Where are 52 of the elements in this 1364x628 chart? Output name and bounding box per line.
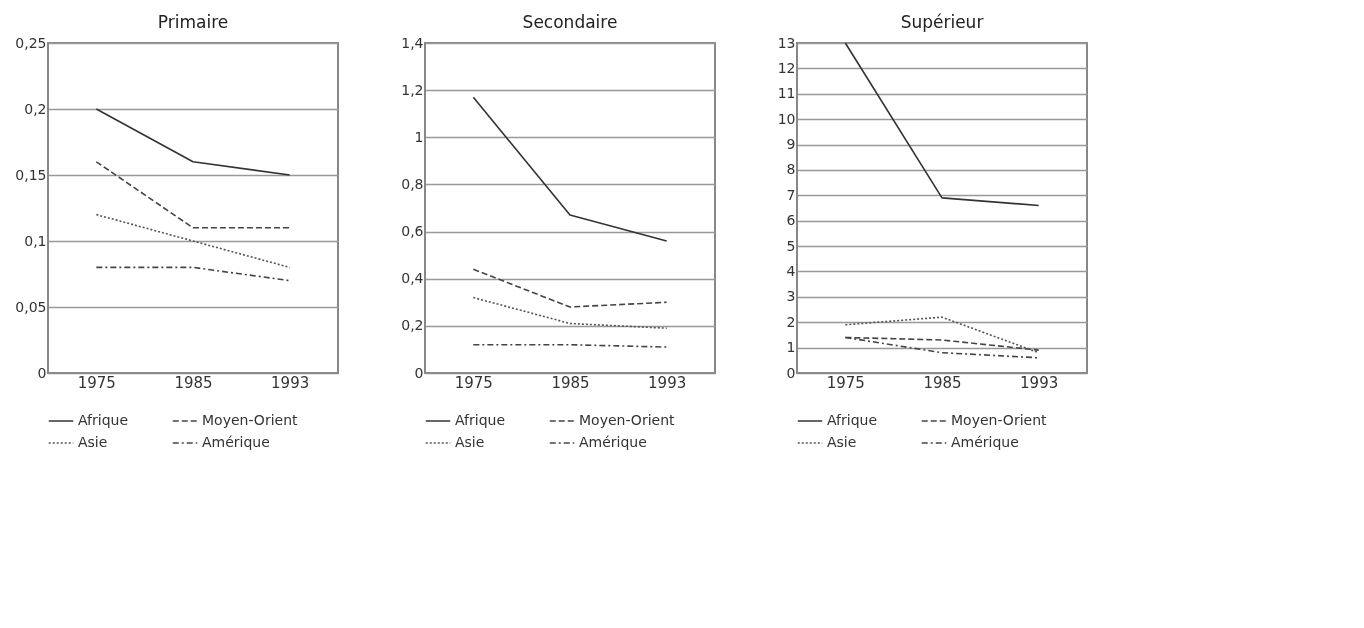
chart-title: Supérieur: [900, 12, 984, 32]
y-tick-label: 0,4: [401, 270, 424, 287]
y-tick-label: 0: [37, 364, 47, 381]
y-tick-label: 13: [777, 34, 796, 51]
y-tick-label: 0,05: [15, 298, 47, 315]
y-tick-label: 0: [786, 364, 796, 381]
y-tick-label: 0,2: [401, 317, 424, 334]
y-tick-label: 0,8: [401, 175, 424, 192]
legend-label: Amérique: [202, 434, 270, 450]
y-tick-label: 12: [777, 59, 796, 76]
x-tick-label: 1993: [1020, 373, 1059, 392]
legend-label: Moyen-Orient: [579, 412, 676, 428]
legend-label: Moyen-Orient: [202, 412, 299, 428]
y-tick-label: 9: [786, 136, 796, 153]
y-tick-label: 0,15: [15, 166, 47, 183]
legend-label: Amérique: [579, 434, 647, 450]
x-tick-label: 1993: [271, 373, 310, 392]
y-tick-label: 0,2: [24, 100, 47, 117]
y-tick-label: 1: [786, 339, 796, 356]
legend-label: Amérique: [951, 434, 1019, 450]
y-tick-label: 0,6: [401, 223, 424, 240]
legend-label: Moyen-Orient: [951, 412, 1048, 428]
y-tick-label: 5: [786, 237, 796, 254]
y-tick-label: 2: [786, 313, 796, 330]
y-tick-label: 10: [777, 110, 796, 127]
legend-label: Asie: [827, 434, 857, 450]
legend-label: Asie: [78, 434, 108, 450]
legend-label: Afrique: [78, 412, 129, 428]
y-tick-label: 1,4: [401, 34, 424, 51]
legend-label: Afrique: [827, 412, 878, 428]
y-tick-label: 4: [786, 262, 796, 279]
x-tick-label: 1993: [648, 373, 687, 392]
x-tick-label: 1975: [454, 373, 493, 392]
chart-title: Primaire: [157, 12, 229, 32]
x-tick-label: 1985: [923, 373, 962, 392]
x-tick-label: 1985: [174, 373, 213, 392]
x-tick-label: 1985: [551, 373, 590, 392]
chart-title: Secondaire: [522, 12, 618, 32]
y-tick-label: 1,2: [401, 81, 424, 98]
y-tick-label: 8: [786, 161, 796, 178]
x-tick-label: 1975: [77, 373, 116, 392]
y-tick-label: 3: [786, 288, 796, 305]
y-tick-label: 6: [786, 212, 796, 229]
y-tick-label: 0: [414, 364, 424, 381]
y-tick-label: 0,1: [24, 232, 47, 249]
y-tick-label: 1: [414, 128, 424, 145]
y-tick-label: 0,25: [15, 34, 47, 51]
legend-label: Afrique: [455, 412, 506, 428]
y-tick-label: 7: [786, 186, 796, 203]
y-tick-label: 11: [777, 85, 796, 102]
x-tick-label: 1975: [826, 373, 865, 392]
legend-label: Asie: [455, 434, 485, 450]
